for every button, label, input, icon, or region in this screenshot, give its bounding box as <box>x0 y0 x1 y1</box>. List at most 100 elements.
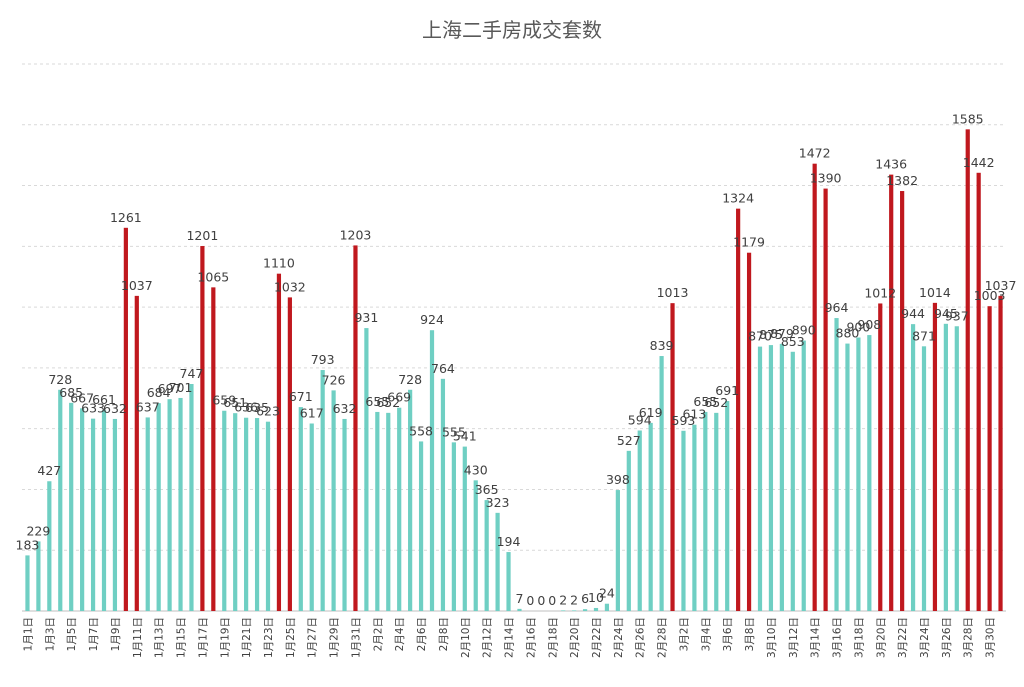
bar-1月29日 <box>331 390 336 611</box>
x-tick-label: 3月8日 <box>744 617 756 651</box>
data-label: 1110 <box>263 256 295 271</box>
data-label: 661 <box>92 392 116 407</box>
x-tick-label: 2月12日 <box>482 617 494 658</box>
data-label: 671 <box>289 389 313 404</box>
data-label: 623 <box>256 404 280 419</box>
bar-3月15日 <box>823 188 828 611</box>
bar-1月4日 <box>58 389 63 611</box>
x-tick-label: 1月7日 <box>88 617 100 651</box>
bar-1月24日 <box>276 273 282 611</box>
data-label: 944 <box>901 306 925 321</box>
x-tick-label: 2月10日 <box>460 617 472 658</box>
data-label: 2 <box>559 592 567 607</box>
x-tick-label: 3月18日 <box>853 617 865 658</box>
bar-3月17日 <box>845 343 850 611</box>
bar-1月1日 <box>25 555 30 611</box>
bar-1月7日 <box>90 418 96 611</box>
x-tick-label: 3月12日 <box>788 617 800 658</box>
bar-3月5日 <box>714 412 719 611</box>
data-label: 633 <box>81 401 105 416</box>
bar-3月14日 <box>812 163 817 611</box>
data-label: 593 <box>672 413 696 428</box>
bar-1月15日 <box>178 397 183 611</box>
data-label: 6 <box>581 591 589 606</box>
x-tick-label: 2月22日 <box>591 617 603 658</box>
data-label: 879 <box>770 326 794 341</box>
bar-3月28日 <box>965 129 970 611</box>
data-label: 0 <box>526 593 534 608</box>
bar-2月10日 <box>462 446 467 611</box>
x-tick-label: 1月9日 <box>110 617 122 651</box>
bar-3月16日 <box>834 318 839 611</box>
bar-2月15日 <box>517 608 522 611</box>
bar-1月3日 <box>47 481 52 611</box>
x-tick-label: 1月13日 <box>154 617 166 658</box>
x-tick-label: 3月24日 <box>919 617 931 658</box>
bar-1月14日 <box>167 399 172 611</box>
data-label: 908 <box>857 317 881 332</box>
data-label: 527 <box>617 433 641 448</box>
bar-1月31日 <box>353 245 358 612</box>
bar-2月11日 <box>473 480 478 611</box>
bar-3月6日 <box>725 401 730 611</box>
x-tick-label: 1月11日 <box>132 617 144 658</box>
data-label: 24 <box>599 586 615 601</box>
data-label: 0 <box>548 593 556 608</box>
data-label: 617 <box>300 406 324 421</box>
data-label: 1390 <box>810 171 842 186</box>
data-label: 924 <box>420 312 444 327</box>
data-label: 430 <box>464 462 488 477</box>
bar-1月5日 <box>69 402 74 611</box>
bar-3月8日 <box>746 252 752 611</box>
bar-3月1日 <box>670 303 675 611</box>
data-label: 890 <box>792 323 816 338</box>
x-tick-label: 1月23日 <box>263 617 275 658</box>
data-label: 1003 <box>974 288 1006 303</box>
data-label: 555 <box>442 424 466 439</box>
x-tick-label: 1月29日 <box>329 617 341 658</box>
data-label: 619 <box>639 405 663 420</box>
data-label: 1585 <box>952 111 984 126</box>
x-tick-label: 1月15日 <box>176 617 188 658</box>
data-label: 937 <box>945 308 969 323</box>
bar-1月9日 <box>112 418 118 611</box>
data-label: 1201 <box>186 228 218 243</box>
x-tick-label: 1月25日 <box>285 617 297 658</box>
data-label: 793 <box>311 352 335 367</box>
data-label: 655 <box>693 394 717 409</box>
data-label: 880 <box>836 326 860 341</box>
x-tick-label: 3月16日 <box>832 617 844 658</box>
data-label: 10 <box>588 590 604 605</box>
data-label: 365 <box>475 482 499 497</box>
data-label: 900 <box>846 320 870 335</box>
bar-2月24日 <box>615 490 620 611</box>
data-label: 1436 <box>875 157 907 172</box>
bar-2月6日 <box>418 441 424 611</box>
data-label: 651 <box>223 395 247 410</box>
data-label: 728 <box>48 372 72 387</box>
bar-1月27日 <box>309 423 314 611</box>
data-label: 183 <box>16 537 40 552</box>
data-label: 728 <box>398 372 422 387</box>
data-label: 945 <box>934 306 958 321</box>
bar-3月31日 <box>998 295 1003 611</box>
bar-2月22日 <box>593 607 599 611</box>
data-label: 1037 <box>121 278 153 293</box>
x-tick-label: 2月6日 <box>416 617 428 651</box>
bar-1月6日 <box>80 408 85 611</box>
bar-2月20日 <box>572 610 577 611</box>
data-label: 637 <box>136 399 160 414</box>
x-tick-label: 2月14日 <box>504 617 516 658</box>
bar-1月23日 <box>265 421 271 611</box>
x-tick-label: 3月6日 <box>722 617 734 651</box>
data-label: 652 <box>376 395 400 410</box>
data-label: 1037 <box>985 278 1017 293</box>
data-label: 685 <box>59 385 83 400</box>
data-label: 839 <box>650 338 674 353</box>
x-tick-label: 1月27日 <box>307 617 319 658</box>
data-label: 541 <box>453 429 477 444</box>
data-label: 398 <box>606 472 630 487</box>
data-label: 764 <box>431 361 455 376</box>
